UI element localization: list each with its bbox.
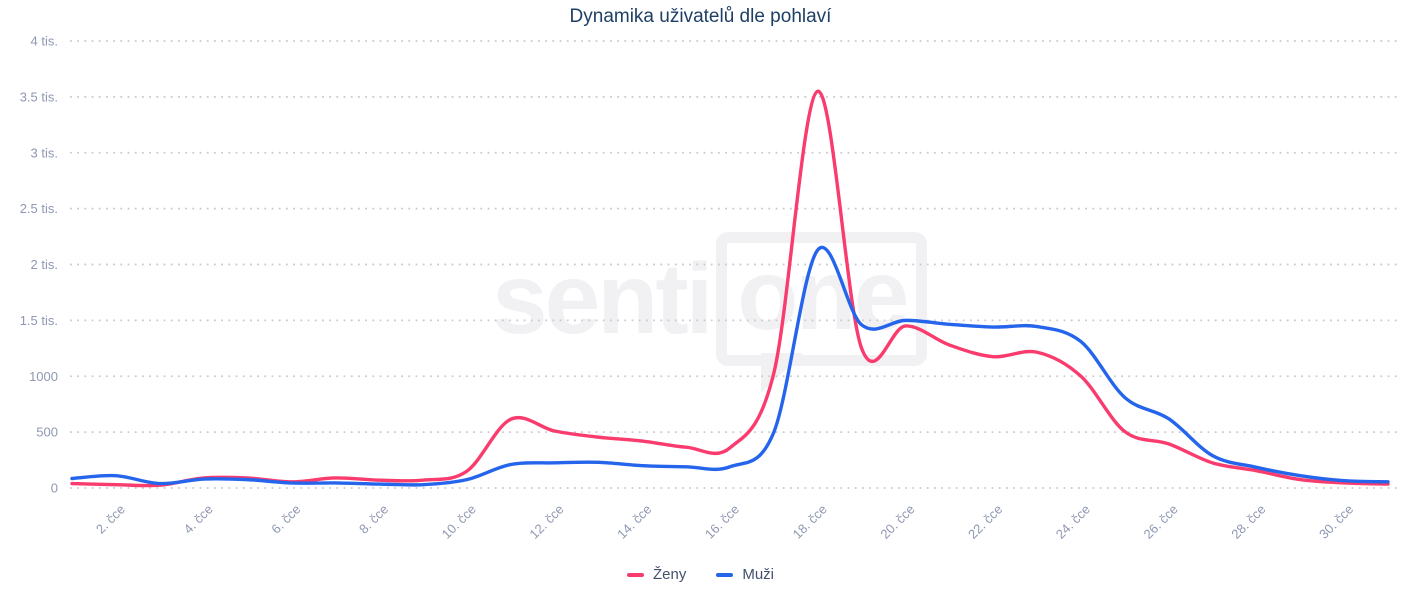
- chart-legend: Ženy Muži: [0, 566, 1401, 583]
- x-tick-label: 26. čce: [1141, 502, 1181, 542]
- x-tick-label: 20. čce: [877, 502, 917, 542]
- legend-item-muzi[interactable]: Muži: [716, 566, 774, 583]
- x-tick-label: 10. čce: [439, 502, 479, 542]
- legend-label-zeny: Ženy: [652, 566, 687, 583]
- x-tick-label: 14. čce: [614, 502, 654, 542]
- series-line-ženy: [70, 89, 1390, 488]
- sentione-watermark: senti one: [492, 232, 928, 393]
- zeny-line-swatch-icon: [626, 572, 644, 577]
- x-tick-label: 4. čce: [181, 502, 216, 537]
- y-tick-label: 3 tis.: [31, 145, 58, 160]
- chart-title: Dynamika uživatelů dle pohlaví: [569, 6, 832, 27]
- y-tick-label: 1000: [29, 369, 58, 384]
- x-tick-label: 16. čce: [702, 502, 742, 542]
- legend-label-muzi: Muži: [742, 566, 775, 583]
- x-tick-label: 18. čce: [790, 502, 830, 542]
- x-tick-label: 6. čce: [268, 502, 303, 537]
- x-tick-label: 24. čce: [1053, 502, 1093, 542]
- y-tick-label: 2.5 tis.: [20, 201, 58, 216]
- legend-item-zeny[interactable]: Ženy: [626, 566, 687, 583]
- series-line-muži: [70, 245, 1390, 487]
- x-tick-label: 28. čce: [1228, 502, 1268, 542]
- watermark-bubble-tail-icon: [761, 353, 804, 393]
- y-tick-label: 2 tis.: [31, 257, 58, 272]
- x-tick-label: 30. čce: [1316, 502, 1356, 542]
- y-tick-label: 4 tis.: [31, 34, 58, 49]
- y-tick-label: 500: [36, 425, 58, 440]
- x-tick-label: 12. čce: [526, 502, 566, 542]
- y-tick-label: 3.5 tis.: [20, 89, 58, 104]
- x-tick-label: 8. čce: [356, 502, 391, 537]
- watermark-text-senti: senti: [492, 243, 713, 355]
- muzi-line-swatch-icon: [716, 572, 734, 577]
- x-tick-label: 2. čce: [93, 502, 128, 537]
- x-tick-label: 22. čce: [965, 502, 1005, 542]
- y-tick-label: 1.5 tis.: [20, 313, 58, 328]
- y-tick-label: 0: [51, 481, 58, 496]
